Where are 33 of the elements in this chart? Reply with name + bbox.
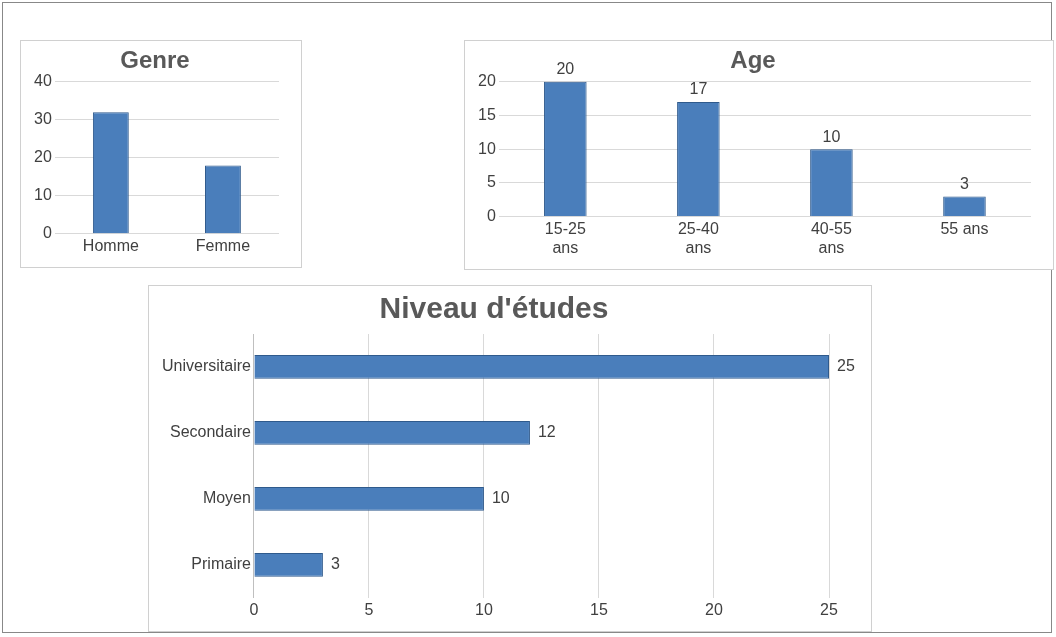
- y-tick-label: 10: [478, 139, 496, 157]
- y-tick-label: 40: [34, 72, 52, 90]
- y-tick-label: 5: [486, 173, 496, 191]
- data-label: 3: [960, 174, 970, 192]
- x-tick-label: Femme: [195, 236, 251, 254]
- x-tick-label: 25: [820, 600, 838, 618]
- x-tick-label: Homme: [82, 236, 139, 254]
- data-label: 12: [537, 423, 556, 441]
- x-tick-label: 55 ans: [940, 219, 989, 237]
- chart-title: Genre: [120, 46, 190, 74]
- y-tick-label: 10: [34, 186, 52, 204]
- x-tick-label: 20: [705, 600, 723, 618]
- chart-title: Age: [730, 46, 776, 74]
- y-tick-label: 20: [34, 148, 52, 166]
- data-label: 10: [822, 127, 841, 145]
- chart-title: Niveau d'études: [379, 291, 609, 325]
- y-tick-label: 30: [34, 110, 52, 128]
- y-tick-label: Secondaire: [169, 423, 252, 441]
- y-tick-label: 15: [478, 105, 496, 123]
- y-tick-label: Universitaire: [161, 357, 252, 375]
- data-label: 25: [837, 357, 855, 375]
- x-tick-label: 15-25 ans: [544, 219, 586, 256]
- data-label: 17: [689, 80, 708, 98]
- x-tick-label: 40-55 ans: [810, 219, 852, 256]
- y-tick-label: Moyen: [202, 489, 251, 507]
- x-tick-label: 5: [364, 600, 374, 618]
- y-tick-label: 0: [486, 207, 496, 225]
- data-label: 20: [556, 60, 575, 78]
- x-tick-label: 15: [590, 600, 608, 618]
- data-label: 3: [330, 555, 340, 573]
- y-tick-label: Primaire: [191, 555, 252, 573]
- y-tick-label: 20: [478, 72, 496, 90]
- x-tick-label: 25-40 ans: [677, 219, 719, 256]
